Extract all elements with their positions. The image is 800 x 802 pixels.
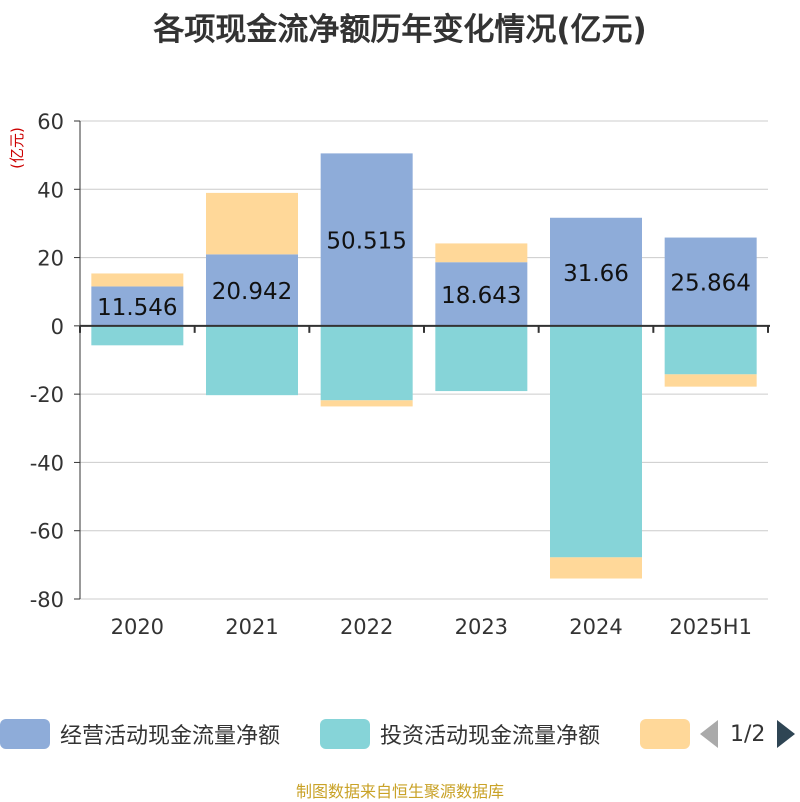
bar-series-1-2021[interactable] xyxy=(206,325,298,396)
legend-swatch-third xyxy=(640,719,690,749)
x-tick-label: 2024 xyxy=(569,615,622,639)
legend-pager: 1/2 xyxy=(700,716,796,752)
axes: 60 40 20 0 -20 -40 -60 -80 2020 2021 2022 2023 2024 2… xyxy=(30,110,770,639)
legend: 经营活动现金流量净额 投资活动现金流量净额 1/2 xyxy=(0,716,800,752)
data-label-2021: 20.942 xyxy=(212,279,292,305)
bar-series-1-2020[interactable] xyxy=(91,325,184,346)
bar-series-0-2024[interactable] xyxy=(550,217,642,326)
legend-prev-page-icon[interactable] xyxy=(700,720,718,748)
bar-series-2-2024[interactable] xyxy=(550,557,642,579)
y-axis-title: (亿元) xyxy=(8,127,26,169)
bar-series-0-2021[interactable] xyxy=(206,254,298,326)
bar-series-0-2022[interactable] xyxy=(320,153,413,326)
bar-series-2-2022[interactable] xyxy=(320,400,413,407)
y-tick-label: 20 xyxy=(37,247,64,271)
data-label-2020: 11.546 xyxy=(97,295,177,321)
y-tick-label: 60 xyxy=(37,110,64,134)
y-tick-label: -80 xyxy=(30,588,64,612)
y-tick-label: -40 xyxy=(30,451,64,475)
chart-title: 各项现金流净额历年变化情况(亿元) xyxy=(153,12,647,48)
legend-next-page-icon[interactable] xyxy=(777,720,796,748)
data-label-2022: 50.515 xyxy=(326,229,406,255)
legend-item-third[interactable] xyxy=(640,716,690,752)
y-tick-label: 40 xyxy=(37,178,64,202)
y-tick-label: -20 xyxy=(30,383,64,407)
bars xyxy=(91,153,757,579)
data-label-2024: 31.66 xyxy=(563,261,629,287)
bar-series-2-2023[interactable] xyxy=(435,243,528,263)
stacked-bar-chart: 60 40 20 0 -20 -40 -60 -80 2020 2021 2022 2023 2024 2… xyxy=(8,110,770,639)
legend-swatch-operating xyxy=(0,719,50,749)
data-label-2023: 18.643 xyxy=(441,283,521,309)
legend-label-investing: 投资活动现金流量净额 xyxy=(380,724,601,749)
bar-series-1-2023[interactable] xyxy=(435,325,528,392)
legend-item-investing[interactable]: 投资活动现金流量净额 xyxy=(320,716,600,752)
x-tick-label: 2021 xyxy=(225,615,278,639)
source-note: 制图数据来自恒生聚源数据库 xyxy=(295,782,504,801)
bar-series-1-2024[interactable] xyxy=(550,325,642,558)
legend-label-operating: 经营活动现金流量净额 xyxy=(60,724,281,749)
bar-series-2-2025H1[interactable] xyxy=(664,374,757,387)
bar-series-1-2022[interactable] xyxy=(320,325,413,401)
legend-page-indicator: 1/2 xyxy=(730,721,766,747)
x-tick-label: 2023 xyxy=(455,615,508,639)
x-tick-label: 2022 xyxy=(340,615,393,639)
bar-series-0-2020[interactable] xyxy=(91,286,184,326)
data-label-2025H1: 25.864 xyxy=(670,271,750,297)
bar-series-0-2025H1[interactable] xyxy=(664,237,757,326)
bar-series-2-2020[interactable] xyxy=(91,273,184,287)
bar-series-2-2021[interactable] xyxy=(206,192,298,255)
legend-item-operating[interactable]: 经营活动现金流量净额 xyxy=(0,716,280,752)
bar-series-1-2025H1[interactable] xyxy=(664,325,757,375)
x-tick-label: 2025H1 xyxy=(669,615,752,639)
legend-swatch-investing xyxy=(320,719,370,749)
x-tick-label: 2020 xyxy=(111,615,164,639)
data-labels: 11.546 20.942 50.515 18.643 31.66 25.864 xyxy=(97,229,751,322)
bar-series-0-2023[interactable] xyxy=(435,262,528,326)
y-tick-label: 0 xyxy=(51,315,64,339)
y-tick-label: -60 xyxy=(30,520,64,544)
